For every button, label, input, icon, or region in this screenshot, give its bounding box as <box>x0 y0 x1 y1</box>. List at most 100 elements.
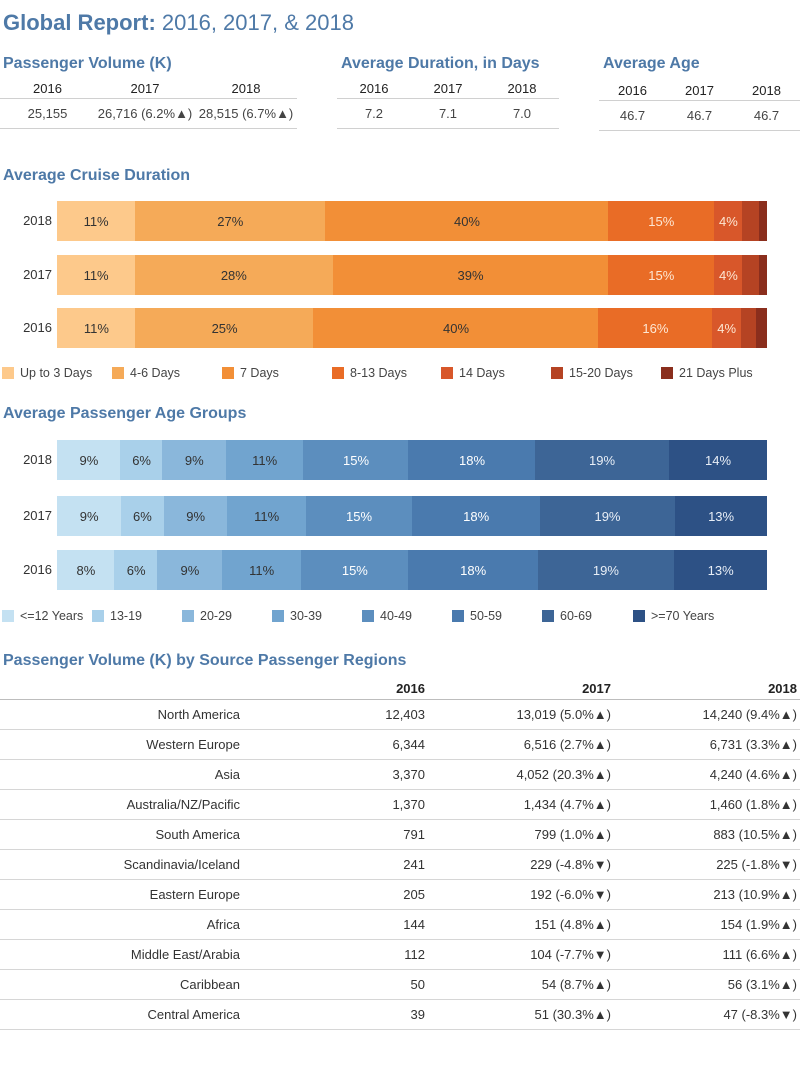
table-value-cell: 3,370 <box>392 767 425 782</box>
age-legend-item[interactable]: 60-69 <box>542 609 592 623</box>
age-legend-item[interactable]: 13-19 <box>92 609 142 623</box>
duration-bar-segment[interactable] <box>742 201 759 241</box>
kpi-value: 28,515 (6.7%▲) <box>198 106 294 121</box>
duration-legend-item[interactable]: Up to 3 Days <box>2 366 92 380</box>
age-bar-segment[interactable]: 18% <box>412 496 541 536</box>
age-bar-segment[interactable]: 11% <box>221 550 302 590</box>
age-legend-item[interactable]: 30-39 <box>272 609 322 623</box>
kpi-values: 25,155 26,716 (6.2%▲) 28,515 (6.7%▲) <box>0 99 297 129</box>
age-bar-segment[interactable]: 15% <box>303 440 409 480</box>
duration-bar-segment[interactable]: 4% <box>714 201 743 241</box>
kpi-year: 2016 <box>618 83 647 98</box>
age-bar-segment[interactable]: 9% <box>157 550 223 590</box>
age-bar-row: 9% 6% 9% 11% 15% 18% 19% 13% <box>57 496 768 536</box>
duration-legend-item[interactable]: 21 Days Plus <box>661 366 753 380</box>
age-legend-item[interactable]: <=12 Years <box>2 609 83 623</box>
age-legend-swatch <box>92 610 104 622</box>
duration-bar-segment[interactable]: 11% <box>57 255 136 295</box>
duration-legend-item[interactable]: 4-6 Days <box>112 366 180 380</box>
age-legend-item[interactable]: 20-29 <box>182 609 232 623</box>
age-bar-segment[interactable]: 9% <box>162 440 227 480</box>
table-row: Caribbean 50 54 (8.7%▲) 56 (3.1%▲) <box>0 970 800 1000</box>
duration-bar-segment[interactable] <box>758 201 768 241</box>
table-value-cell: 144 <box>403 917 425 932</box>
age-legend-label: >=70 Years <box>651 609 715 623</box>
duration-legend: Up to 3 Days 4-6 Days 7 Days 8-13 Days 14 Da… <box>0 366 800 382</box>
regions-table-title: Passenger Volume (K) by Source Passenger… <box>3 652 407 669</box>
duration-bar-segment[interactable]: 40% <box>313 308 599 348</box>
age-bar-segment[interactable]: 9% <box>163 496 228 536</box>
table-value-cell: 241 <box>403 857 425 872</box>
duration-legend-item[interactable]: 7 Days <box>222 366 279 380</box>
age-bar-segment[interactable]: 13% <box>673 550 768 590</box>
kpi-title: Average Age <box>603 55 700 72</box>
age-legend-item[interactable]: 40-49 <box>362 609 412 623</box>
duration-row-label: 2017 <box>23 267 52 282</box>
age-bar-segment[interactable]: 9% <box>57 440 121 480</box>
age-bar-segment[interactable]: 8% <box>57 550 115 590</box>
duration-legend-item[interactable]: 14 Days <box>441 366 505 380</box>
kpi-title: Passenger Volume (K) <box>3 55 172 72</box>
duration-bar-segment[interactable]: 25% <box>135 308 314 348</box>
page-title: Global Report: 2016, 2017, & 2018 <box>3 10 354 36</box>
table-value-cell: 4,052 (20.3%▲) <box>516 767 611 782</box>
table-value-cell: 112 <box>404 947 425 962</box>
table-region-cell: Australia/NZ/Pacific <box>126 797 240 812</box>
kpi-value: 7.0 <box>512 106 532 121</box>
duration-chart-title: Average Cruise Duration <box>3 167 191 184</box>
table-header-cell: 2017 <box>582 681 611 696</box>
age-bar-segment[interactable]: 13% <box>674 496 768 536</box>
duration-legend-item[interactable]: 15-20 Days <box>551 366 633 380</box>
age-bar-segment[interactable]: 6% <box>120 496 164 536</box>
kpi-year-header: 2016 2017 2018 <box>0 79 297 99</box>
kpi-year: 2017 <box>685 83 714 98</box>
table-value-cell: 6,731 (3.3%▲) <box>709 737 797 752</box>
age-legend-item[interactable]: >=70 Years <box>633 609 714 623</box>
duration-bar-segment[interactable] <box>756 308 768 348</box>
table-row: Eastern Europe 205 192 (-6.0%▼) 213 (10.9%▲… <box>0 880 800 910</box>
age-bar-segment[interactable]: 9% <box>57 496 122 536</box>
duration-bar-segment[interactable]: 15% <box>608 201 715 241</box>
table-row: South America 791 799 (1.0%▲) 883 (10.5%▲) <box>0 820 800 850</box>
table-value-cell: 12,403 <box>385 707 425 722</box>
age-bar-segment[interactable]: 6% <box>114 550 158 590</box>
table-value-cell: 54 (8.7%▲) <box>541 977 611 992</box>
age-bar-segment[interactable]: 18% <box>408 440 536 480</box>
table-value-cell: 883 (10.5%▲) <box>713 827 797 842</box>
age-bar-segment[interactable]: 14% <box>668 440 768 480</box>
age-bar-segment[interactable]: 11% <box>227 496 306 536</box>
duration-bar-segment[interactable]: 40% <box>325 201 609 241</box>
age-bar-segment[interactable]: 19% <box>535 440 670 480</box>
duration-bar-segment[interactable]: 15% <box>608 255 715 295</box>
table-region-cell: Eastern Europe <box>149 887 240 902</box>
table-row: Western Europe 6,344 6,516 (2.7%▲) 6,731 (3… <box>0 730 800 760</box>
duration-legend-swatch <box>2 367 14 379</box>
duration-bar-segment[interactable]: 4% <box>712 308 742 348</box>
age-bar-segment[interactable]: 11% <box>225 440 304 480</box>
duration-bar-row: 11% 25% 40% 16% 4% <box>57 308 768 348</box>
age-bar-segment[interactable]: 18% <box>408 550 538 590</box>
age-legend-swatch <box>2 610 14 622</box>
age-bar-segment[interactable]: 15% <box>305 496 413 536</box>
kpi-values: 7.2 7.1 7.0 <box>337 99 559 129</box>
duration-bar-segment[interactable]: 28% <box>134 255 333 295</box>
page-title-bold: Global Report: <box>3 10 156 35</box>
duration-bar-segment[interactable]: 11% <box>57 308 136 348</box>
duration-legend-item[interactable]: 8-13 Days <box>332 366 407 380</box>
age-bar-segment[interactable]: 6% <box>120 440 163 480</box>
duration-bar-segment[interactable]: 16% <box>598 308 713 348</box>
age-legend-item[interactable]: 50-59 <box>452 609 502 623</box>
duration-bar-segment[interactable] <box>758 255 768 295</box>
kpi-year: 2018 <box>752 83 781 98</box>
duration-bar-segment[interactable] <box>740 308 757 348</box>
duration-bar-segment[interactable]: 4% <box>714 255 743 295</box>
age-bar-segment[interactable]: 19% <box>539 496 676 536</box>
age-bar-segment[interactable]: 15% <box>300 550 409 590</box>
duration-bar-segment[interactable] <box>742 255 759 295</box>
age-bar-segment[interactable]: 19% <box>537 550 675 590</box>
age-legend-label: 30-39 <box>290 609 322 623</box>
duration-bar-segment[interactable]: 11% <box>57 201 136 241</box>
duration-bar-segment[interactable]: 39% <box>332 255 609 295</box>
duration-bar-segment[interactable]: 27% <box>134 201 326 241</box>
age-bar-row: 9% 6% 9% 11% 15% 18% 19% 14% <box>57 440 768 480</box>
